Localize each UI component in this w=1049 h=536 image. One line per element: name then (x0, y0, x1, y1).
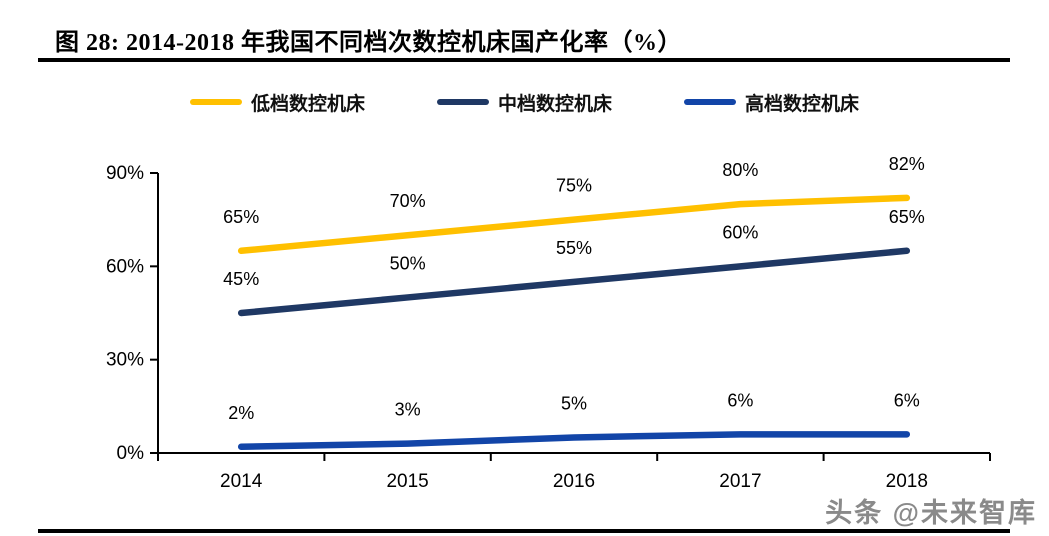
legend-swatch-mid-range (436, 99, 489, 105)
data-label-low-end-2017: 80% (722, 160, 758, 180)
legend-swatch-high-end (684, 99, 736, 105)
legend-item-mid-range: 中档数控机床 (436, 89, 612, 116)
data-label-mid-range-2014: 45% (223, 269, 259, 289)
x-tick-label: 2014 (220, 471, 263, 492)
y-tick-label: 90% (106, 163, 144, 184)
series-line-high-end (237, 431, 911, 451)
series-line-mid-range (237, 247, 911, 317)
y-tick-label: 30% (106, 350, 144, 371)
data-label-low-end-2014: 65% (223, 207, 259, 227)
x-tick-label: 2016 (553, 471, 595, 492)
x-tick-label: 2017 (719, 471, 761, 492)
x-tick-label: 2015 (386, 471, 428, 492)
data-label-mid-range-2015: 50% (390, 253, 426, 273)
data-label-low-end-2015: 70% (390, 191, 426, 211)
data-label-high-end-2014: 2% (228, 403, 254, 423)
data-label-high-end-2018: 6% (894, 390, 920, 410)
x-tick-label: 2018 (886, 471, 928, 492)
data-label-low-end-2018: 82% (889, 154, 925, 174)
data-label-low-end-2016: 75% (556, 176, 592, 196)
data-label-mid-range-2018: 65% (889, 207, 925, 227)
data-label-mid-range-2016: 55% (556, 238, 592, 258)
legend-label-mid-range: 中档数控机床 (497, 93, 612, 115)
legend-label-high-end: 高档数控机床 (745, 93, 860, 115)
watermark: 头条 @未来智库 (825, 498, 1037, 528)
data-label-high-end-2016: 5% (561, 393, 587, 413)
y-tick-label: 60% (106, 256, 144, 277)
data-label-mid-range-2017: 60% (722, 222, 758, 242)
y-tick-label: 0% (117, 443, 145, 464)
title-divider (38, 58, 1010, 62)
legend-item-high-end: 高档数控机床 (684, 89, 859, 116)
chart-legend: 低档数控机床 中档数控机床 高档数控机床 (0, 89, 1049, 116)
legend-label-low-end: 低档数控机床 (250, 93, 365, 115)
figure-title: 图 28: 2014-2018 年我国不同档次数控机床国产化率（%） (55, 30, 682, 56)
series-line-low-end (237, 194, 911, 255)
bottom-divider (38, 529, 1010, 533)
data-label-high-end-2015: 3% (395, 400, 421, 420)
legend-swatch-low-end (189, 99, 242, 105)
legend-item-low-end: 低档数控机床 (189, 89, 365, 116)
data-label-high-end-2017: 6% (727, 390, 753, 410)
